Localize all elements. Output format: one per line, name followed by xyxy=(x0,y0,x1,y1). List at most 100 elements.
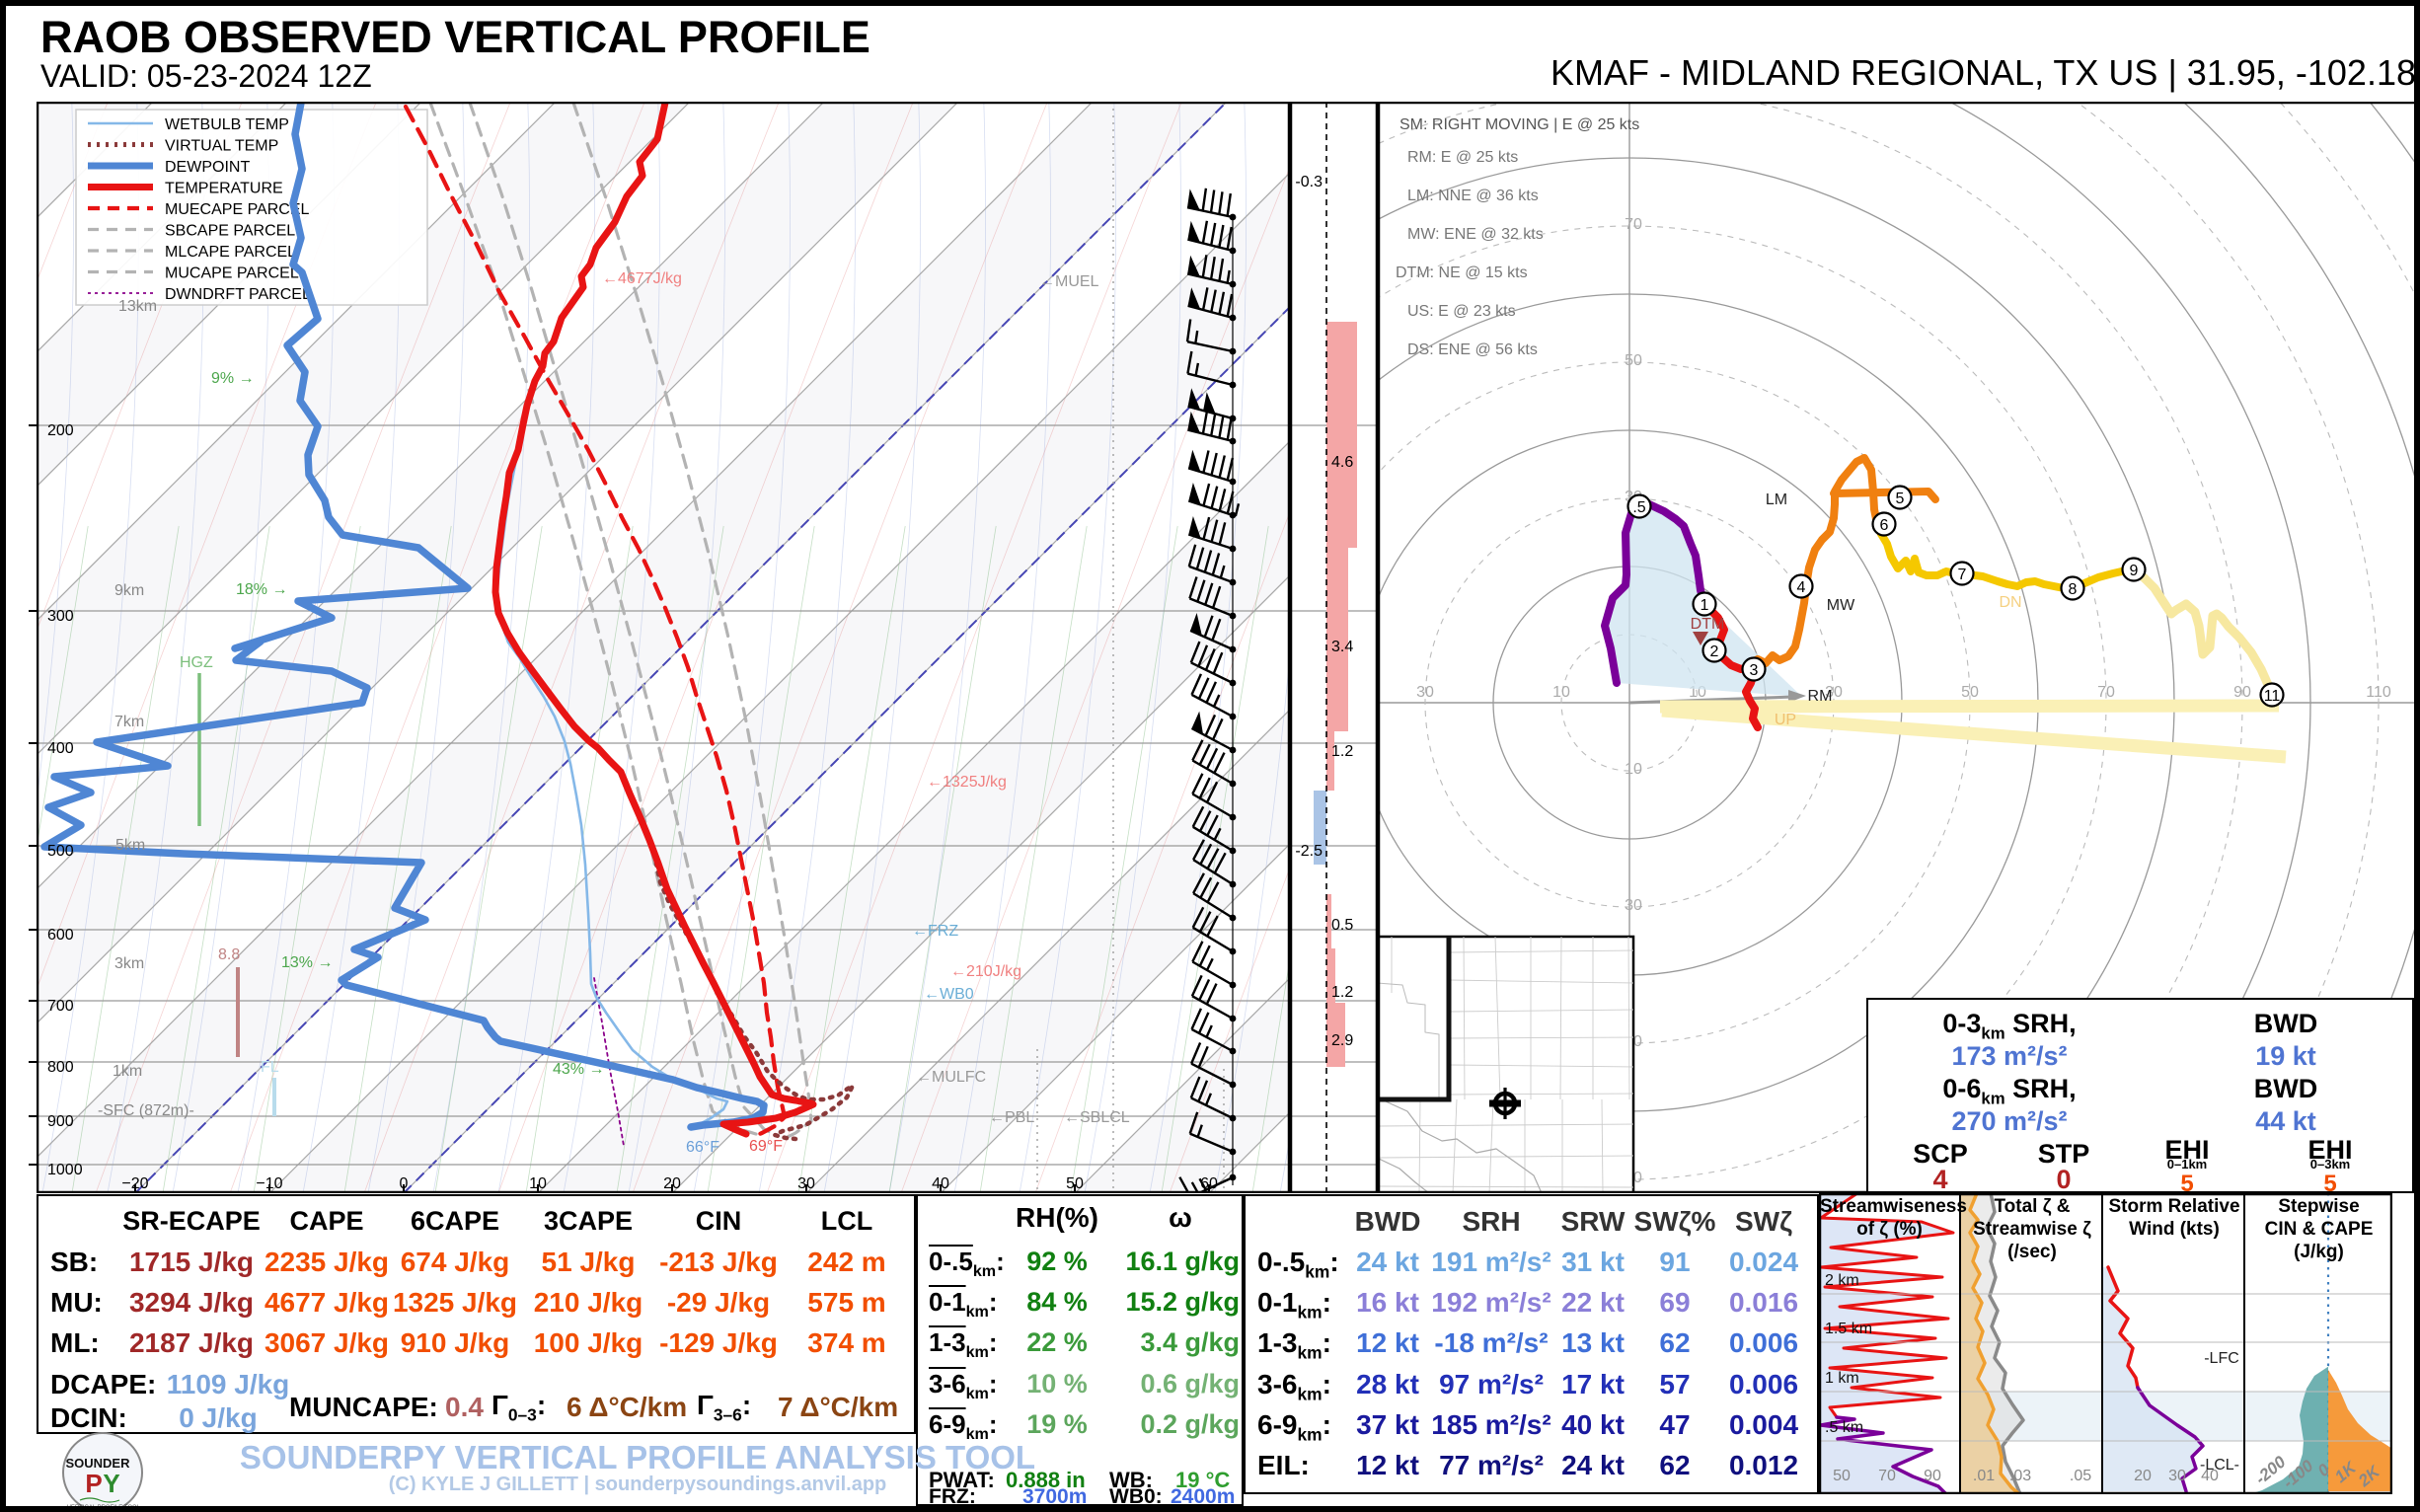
svg-text:6: 6 xyxy=(1880,517,1889,534)
svg-text:MW: ENE @ 32 kts: MW: ENE @ 32 kts xyxy=(1407,226,1544,243)
svg-text:7: 7 xyxy=(1958,567,1967,583)
svg-text:DEWPOINT: DEWPOINT xyxy=(165,159,250,176)
svg-text:50: 50 xyxy=(1066,1175,1084,1192)
svg-text:11: 11 xyxy=(2264,688,2281,705)
svg-text:20: 20 xyxy=(663,1175,681,1192)
svg-text:9: 9 xyxy=(2130,563,2139,579)
svg-text:2 km: 2 km xyxy=(1825,1272,1859,1289)
svg-text:←WB0: ←WB0 xyxy=(924,986,974,1003)
svg-text:10: 10 xyxy=(1552,684,1570,701)
svg-text:90: 90 xyxy=(2233,684,2251,701)
svg-text:1km: 1km xyxy=(113,1063,142,1080)
svg-text:70: 70 xyxy=(2097,684,2115,701)
svg-text:VIRTUAL TEMP: VIRTUAL TEMP xyxy=(165,138,278,155)
svg-text:1000: 1000 xyxy=(47,1162,83,1178)
svg-text:8.8: 8.8 xyxy=(218,946,240,963)
svg-text:300: 300 xyxy=(47,608,74,625)
svg-text:20: 20 xyxy=(2134,1468,2152,1484)
svg-text:1: 1 xyxy=(1701,597,1709,614)
svg-text:50: 50 xyxy=(1833,1468,1851,1484)
svg-text:13km: 13km xyxy=(118,298,157,315)
svg-text:←MULFC: ←MULFC xyxy=(916,1069,986,1086)
svg-text:.01: .01 xyxy=(1973,1468,1995,1484)
svg-text:MLCAPE PARCEL: MLCAPE PARCEL xyxy=(165,244,296,261)
svg-text:DTM: NE @ 15 kts: DTM: NE @ 15 kts xyxy=(1396,265,1528,281)
svg-text:30: 30 xyxy=(797,1175,815,1192)
svg-text:RM: E @ 25 kts: RM: E @ 25 kts xyxy=(1407,149,1518,166)
svg-text:10: 10 xyxy=(1625,761,1642,778)
svg-text:3km: 3km xyxy=(114,955,144,972)
svg-text:400: 400 xyxy=(47,740,74,757)
svg-text:8: 8 xyxy=(2069,581,2078,598)
svg-text:-SFC (872m)-: -SFC (872m)- xyxy=(98,1102,194,1119)
svg-text:←4677J/kg: ←4677J/kg xyxy=(602,270,682,287)
svg-text:DN: DN xyxy=(1999,594,2021,611)
svg-text:.05: .05 xyxy=(2070,1468,2091,1484)
svg-text:700: 700 xyxy=(47,998,74,1015)
svg-text:P: P xyxy=(85,1469,102,1498)
svg-text:9km: 9km xyxy=(114,582,144,599)
svg-text:UP: UP xyxy=(1775,712,1796,728)
svg-text:←MUEL: ←MUEL xyxy=(1039,273,1099,290)
svg-text:TEMPERATURE: TEMPERATURE xyxy=(165,181,283,197)
svg-text:Y: Y xyxy=(103,1469,119,1498)
svg-text:FL: FL xyxy=(261,1059,279,1076)
svg-text:800: 800 xyxy=(47,1059,74,1076)
svg-text:LM: NNE @ 36 kts: LM: NNE @ 36 kts xyxy=(1407,188,1539,204)
svg-text:1.2: 1.2 xyxy=(1331,984,1353,1001)
svg-text:.03: .03 xyxy=(2009,1468,2031,1484)
svg-text:←1325J/kg: ←1325J/kg xyxy=(927,774,1007,791)
svg-text:70: 70 xyxy=(1878,1468,1896,1484)
svg-text:3.4: 3.4 xyxy=(1331,639,1353,655)
svg-text:SM: RIGHT MOVING | E @ 25 kts: SM: RIGHT MOVING | E @ 25 kts xyxy=(1399,116,1639,133)
svg-text:0: 0 xyxy=(400,1175,409,1192)
svg-text:MUCAPE PARCEL: MUCAPE PARCEL xyxy=(165,265,299,282)
svg-text:−10: −10 xyxy=(256,1175,282,1192)
svg-text:2: 2 xyxy=(1710,643,1719,660)
svg-text:60: 60 xyxy=(1200,1175,1218,1192)
svg-text:LM: LM xyxy=(1766,491,1787,508)
svg-text:5km: 5km xyxy=(115,837,145,854)
svg-text:-0.3: -0.3 xyxy=(1295,174,1323,190)
svg-text:50: 50 xyxy=(1961,684,1979,701)
svg-text:13% →: 13% → xyxy=(281,954,333,971)
svg-text:110: 110 xyxy=(2366,684,2391,701)
svg-text:-LFC: -LFC xyxy=(2204,1350,2239,1367)
svg-text:500: 500 xyxy=(47,843,74,860)
svg-text:-LCL-: -LCL- xyxy=(2200,1457,2239,1474)
svg-text:3: 3 xyxy=(1750,662,1759,679)
svg-text:←FRZ: ←FRZ xyxy=(912,923,958,940)
svg-text:40: 40 xyxy=(932,1175,949,1192)
svg-text:.5: .5 xyxy=(1632,499,1645,516)
svg-text:40: 40 xyxy=(2201,1468,2219,1484)
svg-text:0.5: 0.5 xyxy=(1331,917,1353,934)
svg-text:30: 30 xyxy=(1416,684,1434,701)
svg-text:2.9: 2.9 xyxy=(1331,1032,1353,1049)
svg-text:←210J/kg: ←210J/kg xyxy=(950,963,1021,980)
svg-text:MUECAPE PARCEL: MUECAPE PARCEL xyxy=(165,201,310,218)
svg-text:4: 4 xyxy=(1797,579,1806,596)
svg-text:4.6: 4.6 xyxy=(1331,454,1353,471)
svg-text:SBCAPE PARCEL: SBCAPE PARCEL xyxy=(165,223,295,240)
svg-text:DS: ENE @ 56 kts: DS: ENE @ 56 kts xyxy=(1407,341,1538,358)
svg-text:HGZ: HGZ xyxy=(180,654,213,671)
svg-text:WETBULB TEMP: WETBULB TEMP xyxy=(165,116,289,133)
svg-text:.5 km: .5 km xyxy=(1825,1419,1863,1436)
svg-text:1 km: 1 km xyxy=(1825,1370,1859,1387)
svg-text:9% →: 9% → xyxy=(211,370,255,387)
svg-text:200: 200 xyxy=(47,422,74,439)
svg-text:←PBL: ←PBL xyxy=(989,1109,1034,1126)
svg-text:MW: MW xyxy=(1827,597,1855,614)
svg-text:7km: 7km xyxy=(114,714,144,730)
svg-text:1.5 km: 1.5 km xyxy=(1825,1321,1872,1337)
svg-text:70: 70 xyxy=(1625,216,1642,233)
svg-text:−20: −20 xyxy=(121,1175,148,1192)
svg-text:18% →: 18% → xyxy=(236,581,287,598)
svg-text:5: 5 xyxy=(1896,491,1905,507)
svg-text:30: 30 xyxy=(1625,897,1642,914)
svg-text:30: 30 xyxy=(1825,684,1843,701)
svg-text:50: 50 xyxy=(1625,352,1642,369)
svg-text:600: 600 xyxy=(47,927,74,944)
svg-text:←SBLCL: ←SBLCL xyxy=(1064,1109,1130,1126)
svg-text:1.2: 1.2 xyxy=(1331,743,1353,760)
